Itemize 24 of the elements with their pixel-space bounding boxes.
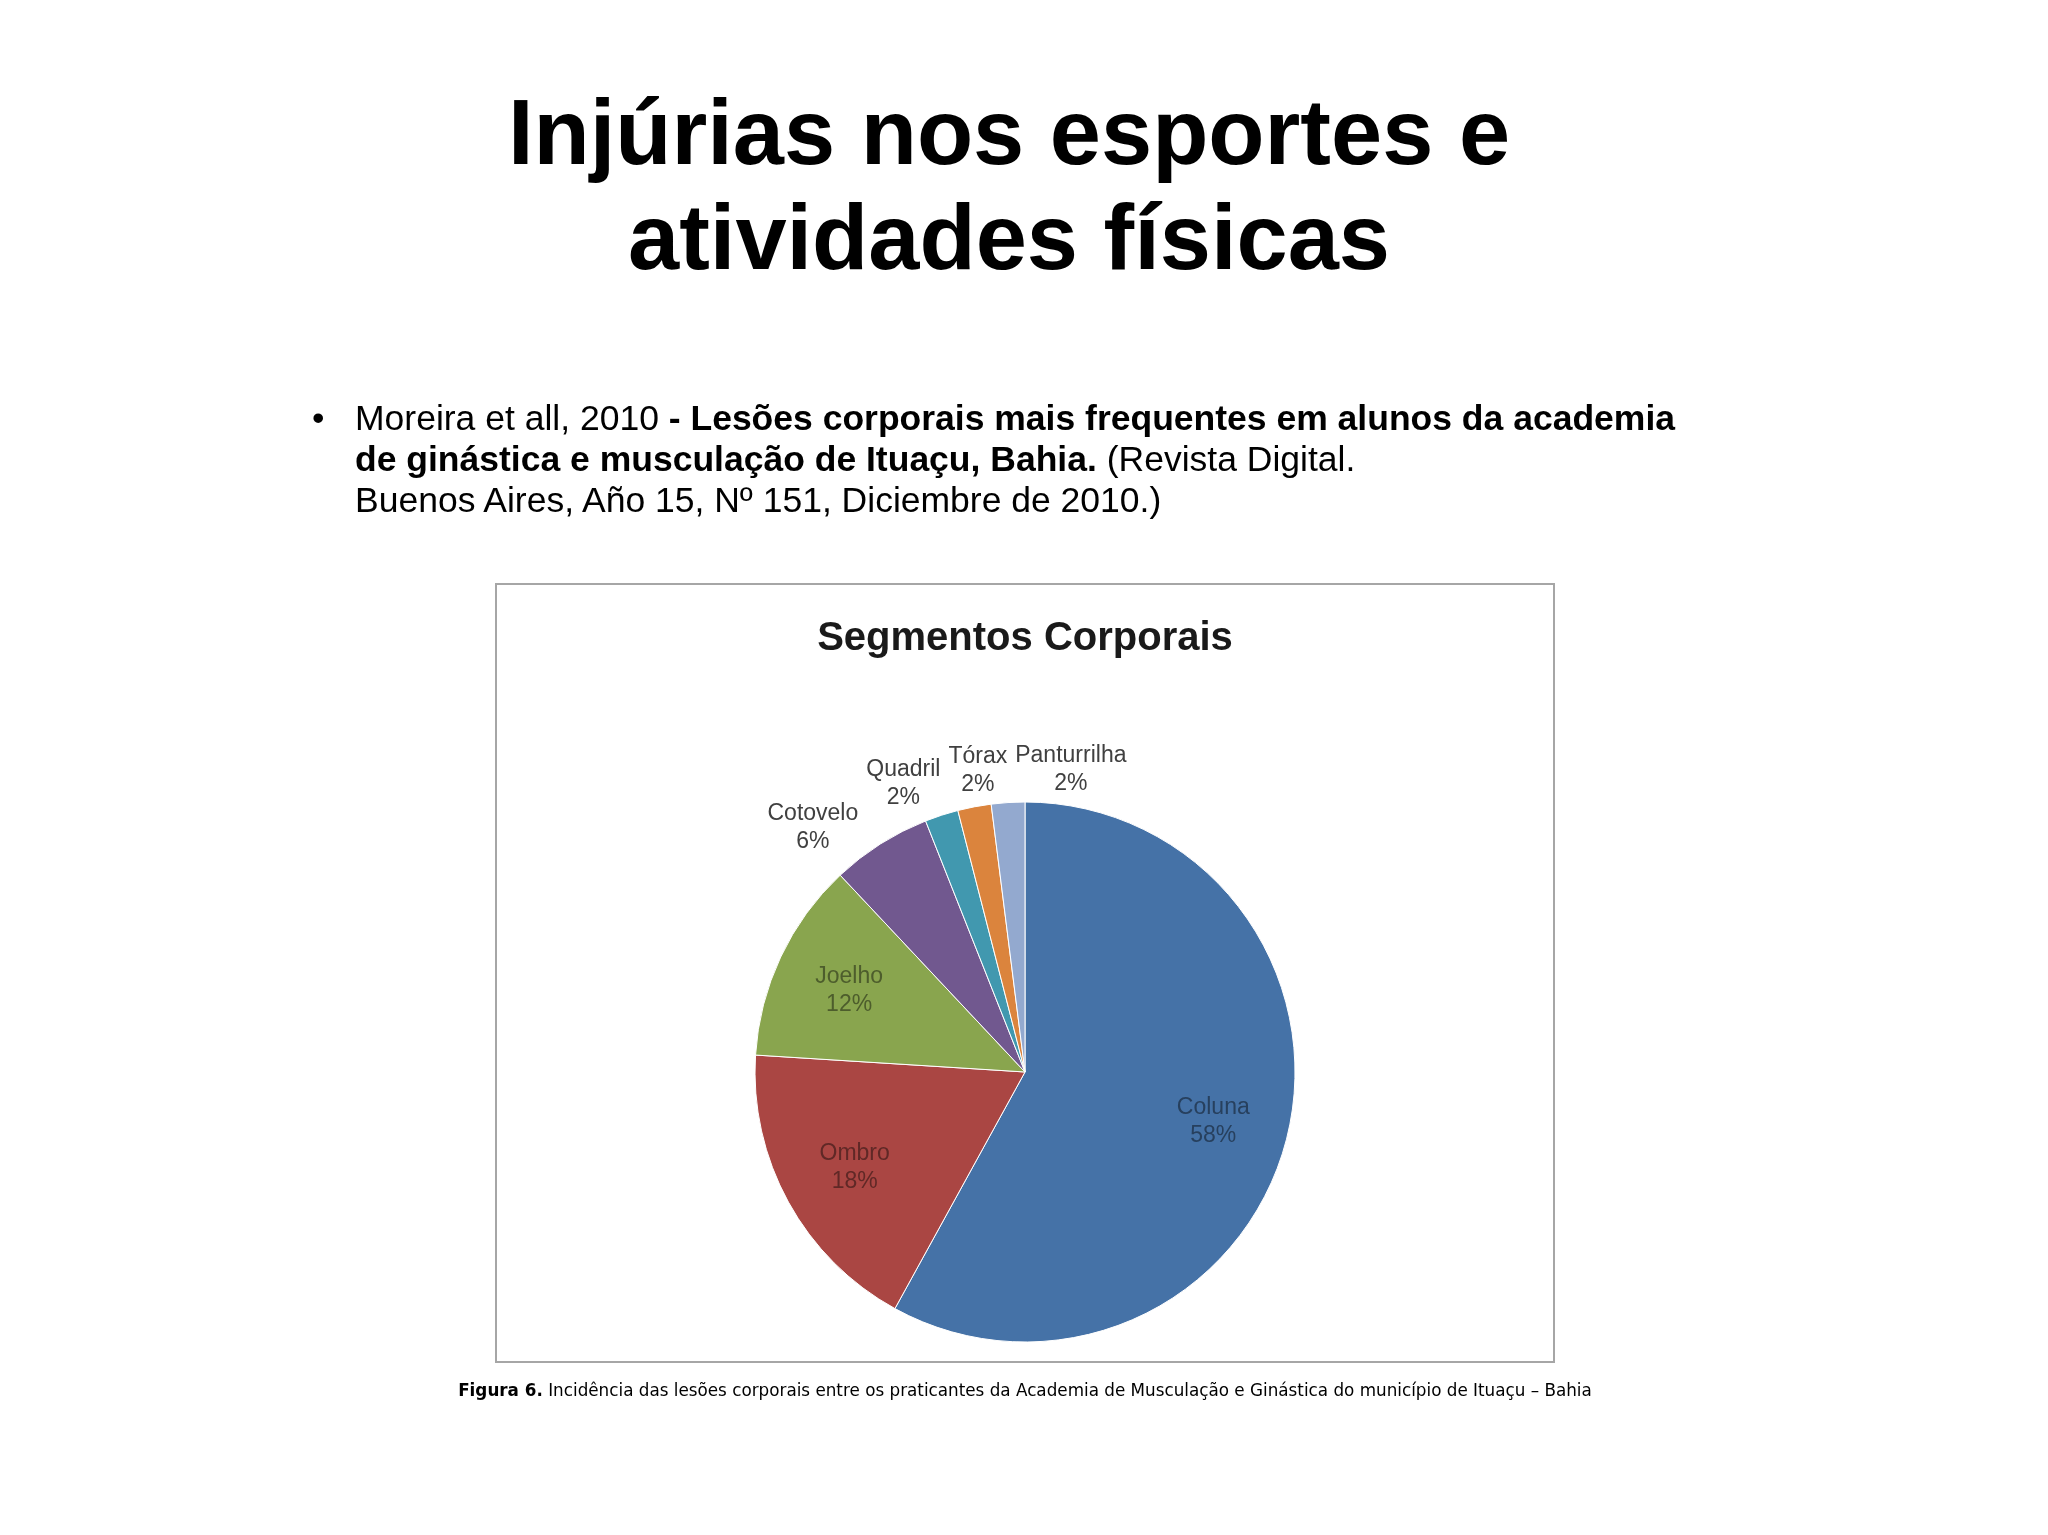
slice-label: Cotovelo	[767, 798, 859, 825]
text: •	[312, 398, 325, 439]
text: Figura 6.	[458, 1380, 543, 1400]
text: Incidência das lesões corporais entre os praticantes da Academia de Musculação e Ginástica do município de Ituaçu – Bahia	[548, 1380, 1592, 1400]
chart-title: Injúrias nos esportes e atividades físicas	[506, 80, 1512, 290]
data-label: 2%	[1054, 769, 1088, 796]
slice-label: Coluna	[1176, 1093, 1250, 1120]
text: de ginástica e musculação de Ituaçu, Bahia.	[355, 439, 1097, 479]
data-label: 6%	[796, 826, 830, 853]
slice-label: Joelho	[815, 962, 883, 989]
text: Moreira et all, 2010	[355, 398, 659, 438]
slice-label: Ombro	[819, 1138, 890, 1165]
data-label: 2%	[886, 782, 920, 809]
text: - Lesões corporais mais frequentes em alunos da academia	[668, 398, 1675, 438]
slice-label: Tórax	[948, 741, 1008, 768]
data-label: 2%	[961, 769, 995, 796]
data-label: 18%	[831, 1166, 878, 1193]
data-label: 58%	[1190, 1121, 1237, 1148]
slice-label: Quadril	[866, 754, 941, 781]
text: Buenos Aires, Año 15, Nº 151, Diciembre de 2010.)	[355, 480, 1162, 520]
chart-subtitle: Segmentos Corporais	[817, 614, 1233, 658]
text: (Revista Digital.	[1106, 439, 1356, 479]
slice-label: Panturrilha	[1015, 741, 1127, 768]
data-label: 12%	[826, 990, 873, 1017]
